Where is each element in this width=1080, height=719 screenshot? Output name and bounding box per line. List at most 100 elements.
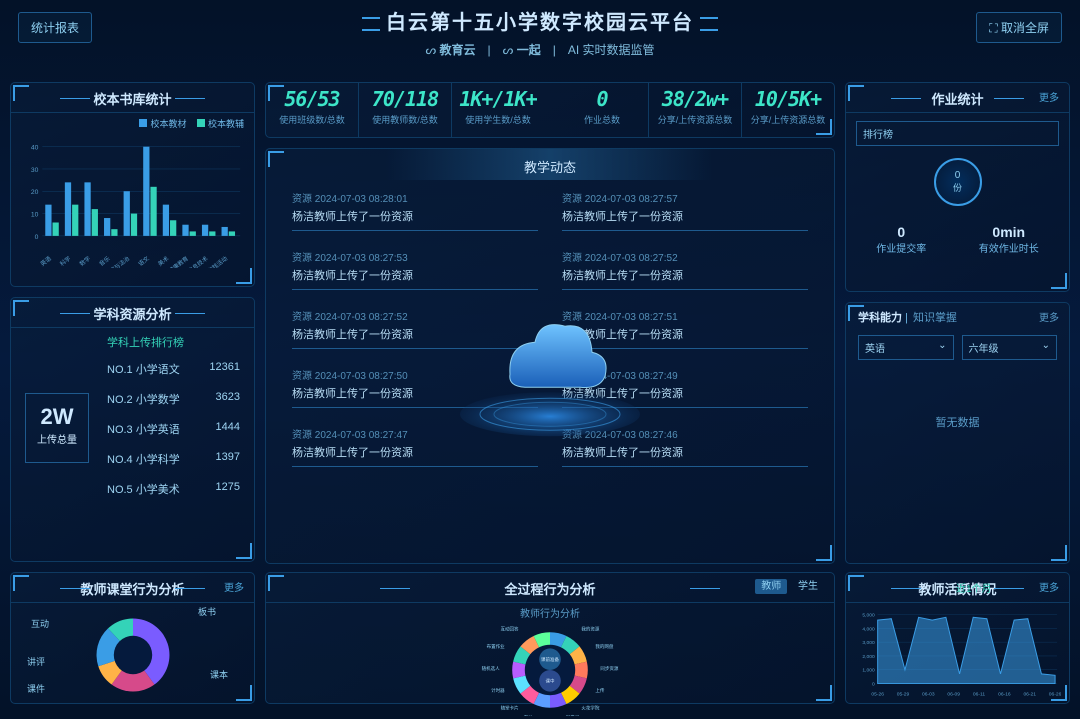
process-tab-teacher[interactable]: 教师 <box>755 579 787 594</box>
svg-text:布置作业: 布置作业 <box>487 643 505 650</box>
svg-text:20: 20 <box>31 189 39 196</box>
svg-text:随堂卡片: 随堂卡片 <box>501 704 519 711</box>
svg-text:信息技术: 信息技术 <box>186 254 209 268</box>
svg-text:互动回答: 互动回答 <box>501 626 519 633</box>
activity-more-link[interactable]: 更多 <box>1039 579 1059 594</box>
feed-item: 资源 2024-07-03 08:27:52杨洁教师上传了一份资源 <box>562 249 808 290</box>
svg-text:06-09: 06-09 <box>947 691 960 697</box>
stat-cell: 10/5K+分享/上传资源总数 <box>742 83 834 137</box>
feed-item: 资源 2024-07-03 08:27:51杨洁教师上传了一份资源 <box>562 308 808 349</box>
svg-text:语文: 语文 <box>137 254 151 268</box>
feed-title: 教学动态 <box>386 149 714 180</box>
exit-fullscreen-button[interactable]: ⛶ 取消全屏 <box>976 12 1062 43</box>
svg-text:美术: 美术 <box>156 254 170 268</box>
ability-more-link[interactable]: 更多 <box>1039 309 1059 324</box>
stat-cell: 38/2w+分享/上传资源总数 <box>649 83 742 137</box>
subject-rank-head: 学科上传排行榜 <box>11 328 254 354</box>
header: 白云第十五小学数字校园云平台 ᔕ 教育云 | ᔕ 一起 | AI 实时数据监管 … <box>0 0 1080 62</box>
library-panel: 校本书库统计 校本教材 校本教辅 010203040英语科学数学音乐道德与法治语… <box>10 82 255 287</box>
feed-item: 资源 2024-07-03 08:27:50杨洁教师上传了一份资源 <box>292 367 538 408</box>
teacher-behavior-more-link[interactable]: 更多 <box>224 579 244 594</box>
svg-text:课中: 课中 <box>546 678 555 685</box>
svg-text:科学: 科学 <box>58 254 72 268</box>
ability-empty-text: 暂无数据 <box>846 414 1069 430</box>
library-legend: 校本教材 校本教辅 <box>11 113 254 132</box>
legend-swatch-1 <box>139 119 147 127</box>
svg-text:06-03: 06-03 <box>922 691 935 697</box>
svg-text:0: 0 <box>872 682 875 688</box>
stat-cell: 0作业总数 <box>556 83 649 137</box>
list-item: NO.1 小学语文12361 <box>107 354 240 384</box>
feed-item: 资源 2024-07-03 08:27:47杨洁教师上传了一份资源 <box>292 426 538 467</box>
svg-text:5,000: 5,000 <box>862 613 875 619</box>
svg-text:互动PK: 互动PK <box>524 714 539 716</box>
library-title: 校本书库统计 <box>11 83 254 113</box>
svg-text:30: 30 <box>31 167 39 174</box>
process-panel: 全过程行为分析 教师 学生 教师行为分析 作业布置我的资源我的网盘同步资源上传火… <box>265 572 835 704</box>
ability-tab-off[interactable]: 知识掌握 <box>913 312 957 324</box>
subject-big-number: 2W上传总量 <box>25 393 89 463</box>
subhdr-2: ᔕ 一起 <box>503 41 541 58</box>
svg-text:06-26: 06-26 <box>1049 691 1061 697</box>
svg-text:1,000: 1,000 <box>862 668 875 674</box>
svg-text:我的网盘: 我的网盘 <box>595 643 613 650</box>
svg-text:我的资源: 我的资源 <box>581 626 599 633</box>
subject-panel: 学科资源分析 2W上传总量 学科上传排行榜 NO.1 小学语文12361NO.2… <box>10 297 255 562</box>
svg-text:音乐: 音乐 <box>97 254 111 268</box>
teacher-behavior-title: 教师课堂行为分析 <box>11 573 254 603</box>
stats-report-button[interactable]: 统计报表 <box>18 12 92 43</box>
feed-item: 资源 2024-07-03 08:27:49杨洁教师上传了一份资源 <box>562 367 808 408</box>
svg-text:火花学院: 火花学院 <box>581 704 599 711</box>
svg-text:一起学习: 一起学习 <box>561 714 579 716</box>
stat-cell: 70/118使用教师数/总数 <box>359 83 452 137</box>
feed-item: 资源 2024-07-03 08:28:01杨洁教师上传了一份资源 <box>292 190 538 231</box>
homework-stats: 0作业提交率 0min有效作业时长 <box>846 218 1069 261</box>
chevron-down-icon: ⌄ <box>1042 340 1050 355</box>
teacher-behavior-panel: 教师课堂行为分析 更多 课本 讲评 课件 互动 板书 <box>10 572 255 704</box>
svg-text:随机选人: 随机选人 <box>482 665 500 672</box>
homework-circle: 0份 <box>934 158 982 206</box>
svg-text:40: 40 <box>31 145 39 152</box>
feed-list: 资源 2024-07-03 08:28:01杨洁教师上传了一份资源资源 2024… <box>266 180 834 554</box>
ability-select-grade[interactable]: 六年级⌄ <box>962 335 1058 360</box>
stat-cell: 1K+/1K+使用学生数/总数 <box>452 83 544 137</box>
feed-item: 资源 2024-07-03 08:27:57杨洁教师上传了一份资源 <box>562 190 808 231</box>
sub-header: ᔕ 教育云 | ᔕ 一起 | AI 实时数据监管 <box>0 41 1080 58</box>
svg-text:2,000: 2,000 <box>862 654 875 660</box>
homework-panel: 作业统计 更多 排行榜 0份 0作业提交率 0min有效作业时长 <box>845 82 1070 292</box>
svg-text:06-16: 06-16 <box>998 691 1011 697</box>
svg-text:4,000: 4,000 <box>862 626 875 632</box>
feed-panel: 教学动态 资源 2024-07-03 08:28:01杨洁教师上传了一份资源资源… <box>265 148 835 564</box>
homework-rank-label: 排行榜 <box>856 121 1059 146</box>
svg-text:计时器: 计时器 <box>491 687 505 694</box>
homework-more-link[interactable]: 更多 <box>1039 89 1059 104</box>
teacher-donut: 课本 讲评 课件 互动 板书 <box>11 603 254 701</box>
process-subtitle: 教师行为分析 <box>266 605 834 620</box>
list-item: NO.2 小学数学3623 <box>107 384 240 414</box>
legend-swatch-2 <box>197 119 205 127</box>
svg-text:健康教育: 健康教育 <box>167 254 190 268</box>
ability-tab-on[interactable]: 学科能力 <box>858 312 902 324</box>
feed-item: 资源 2024-07-03 08:27:53杨洁教师上传了一份资源 <box>292 249 538 290</box>
ability-select-subject[interactable]: 英语⌄ <box>858 335 954 360</box>
svg-text:3,000: 3,000 <box>862 640 875 646</box>
process-tab-student[interactable]: 学生 <box>792 579 824 594</box>
library-barchart: 010203040英语科学数学音乐道德与法治语文美术健康教育信息技术综合实践活动 <box>11 132 254 272</box>
subhdr-1: ᔕ 教育云 <box>425 41 475 58</box>
process-tabs: 教师 学生 <box>753 577 824 592</box>
homework-title: 作业统计 <box>846 83 1069 113</box>
svg-text:06-21: 06-21 <box>1023 691 1036 697</box>
ability-panel: 学科能力 | 知识掌握 更多 英语⌄ 六年级⌄ 暂无数据 <box>845 302 1070 564</box>
page-title: 白云第十五小学数字校园云平台 <box>0 6 1080 35</box>
subject-title: 学科资源分析 <box>11 298 254 328</box>
feed-item: 资源 2024-07-03 08:27:52杨洁教师上传了一份资源 <box>292 308 538 349</box>
activity-chart: 0 1,000 2,000 3,000 4,000 5,000 05-26 05-29 06-0… <box>846 603 1069 699</box>
svg-text:05-26: 05-26 <box>871 691 884 697</box>
ability-tabs: 学科能力 | 知识掌握 更多 <box>846 303 1069 331</box>
svg-text:0: 0 <box>35 234 39 241</box>
list-item: NO.5 小学美术1275 <box>107 474 240 504</box>
feed-item: 资源 2024-07-03 08:27:46杨洁教师上传了一份资源 <box>562 426 808 467</box>
activity-period: 近1个月 <box>956 580 992 595</box>
svg-text:05-29: 05-29 <box>897 691 910 697</box>
process-title: 全过程行为分析 <box>266 573 834 603</box>
